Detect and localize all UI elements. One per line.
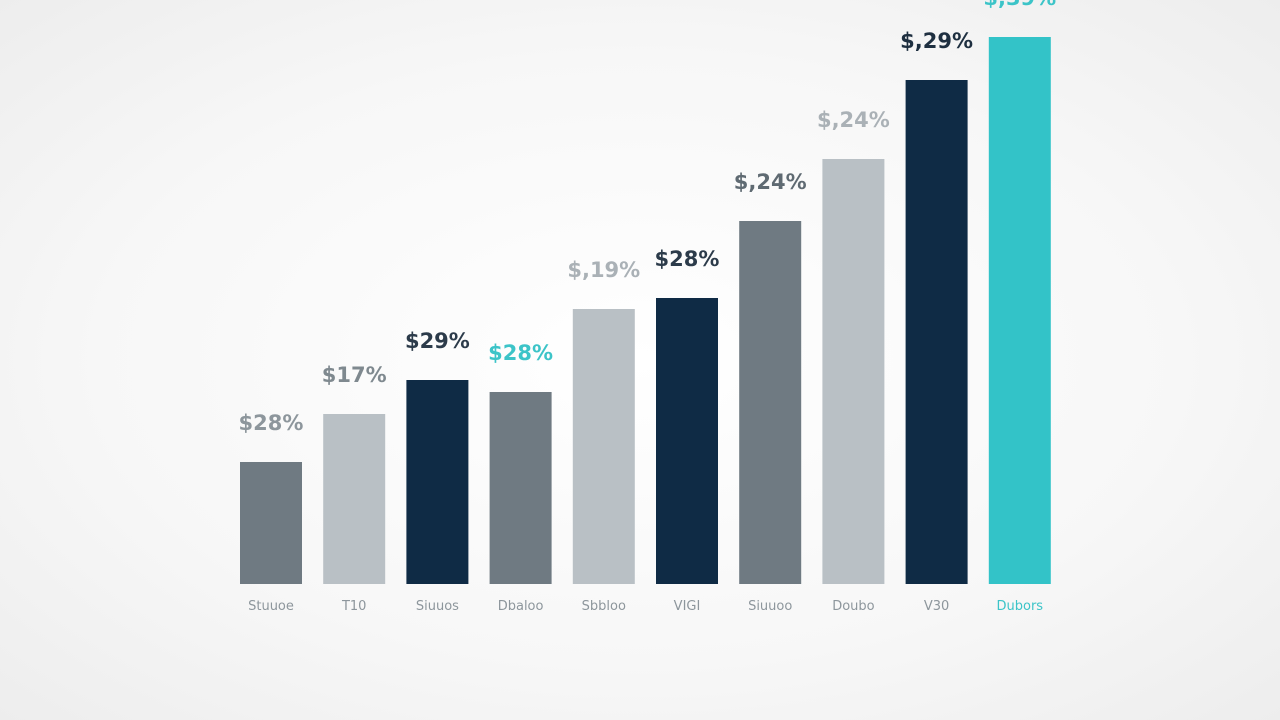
x-tick-label: Siuuoo <box>748 599 792 614</box>
bar <box>905 80 968 584</box>
bar <box>406 380 469 584</box>
bar-label: $28% <box>655 247 720 271</box>
bar-label: $17% <box>322 363 387 387</box>
x-tick-label: VIGI <box>674 599 701 614</box>
bar <box>323 414 386 584</box>
x-tick-label: Stuuoe <box>248 599 294 614</box>
x-tick-label: V30 <box>924 599 949 614</box>
x-tick-label: T10 <box>341 599 366 614</box>
bar-label: $,24% <box>734 170 807 194</box>
bar-label: $,19% <box>567 258 640 282</box>
x-tick-label: Dubors <box>997 599 1044 614</box>
bar <box>822 159 885 584</box>
x-tick-label: Siuuos <box>416 599 459 614</box>
bar-label: $29% <box>405 329 470 353</box>
bar-label: $,39% <box>983 0 1056 10</box>
bar <box>656 298 718 584</box>
bar-label: $28% <box>239 411 304 435</box>
bar <box>739 221 802 584</box>
bar <box>988 37 1051 584</box>
bar <box>240 462 302 584</box>
bar-label: $,24% <box>817 108 890 132</box>
x-tick-label: Sbbloo <box>582 599 626 614</box>
bar <box>572 309 635 584</box>
bar-label: $28% <box>488 341 553 365</box>
x-tick-label: Doubo <box>832 599 874 614</box>
x-tick-label: Dbaloo <box>498 599 544 614</box>
bar-label: $,29% <box>900 29 973 53</box>
bar <box>489 392 552 584</box>
